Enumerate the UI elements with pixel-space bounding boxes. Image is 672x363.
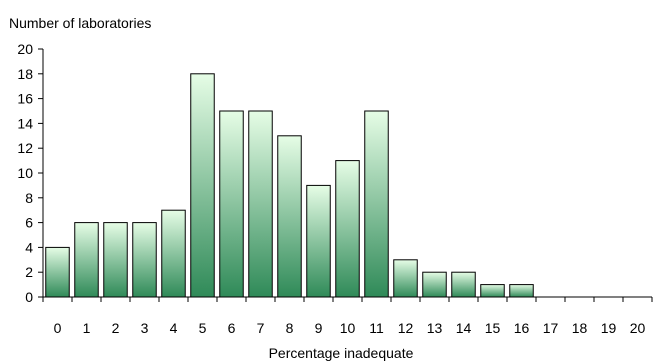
y-tick-label: 8 (25, 190, 33, 206)
x-tick-label: 15 (485, 320, 501, 336)
y-axis-title: Number of laboratories (9, 15, 151, 31)
y-tick-label: 6 (25, 215, 33, 231)
x-tick-label: 14 (456, 320, 472, 336)
x-tick-label: 18 (572, 320, 588, 336)
y-axis: 0 2 4 6 8 10 12 14 16 18 20 (17, 41, 43, 305)
y-tick-label: 14 (17, 115, 33, 131)
y-tick-label: 12 (17, 140, 33, 156)
bar-4 (161, 209, 186, 298)
x-tick-label: 12 (398, 320, 414, 336)
bar-5 (190, 73, 215, 298)
bar-15 (480, 284, 505, 298)
y-tick-label: 4 (25, 239, 33, 255)
x-tick-label: 4 (170, 320, 178, 336)
bar-7 (248, 110, 273, 298)
x-tick-label: 5 (199, 320, 207, 336)
x-tick-label: 20 (630, 320, 646, 336)
bar-11 (364, 110, 389, 298)
bar-16 (509, 284, 534, 298)
bar-13 (422, 271, 447, 298)
bar-14 (451, 271, 476, 298)
bar-10 (335, 160, 360, 298)
x-tick-label: 16 (514, 320, 530, 336)
x-tick-label: 7 (257, 320, 265, 336)
bar-3 (132, 222, 157, 298)
x-tick-label: 17 (543, 320, 559, 336)
x-tick-label: 13 (427, 320, 443, 336)
bar-0 (45, 246, 70, 298)
y-tick-label: 10 (17, 165, 33, 181)
x-tick-label: 19 (601, 320, 617, 336)
x-tick-label: 3 (141, 320, 149, 336)
bar-6 (219, 110, 244, 298)
bar-12 (393, 259, 418, 298)
x-tick-label: 2 (112, 320, 120, 336)
x-axis-title: Percentage inadequate (269, 345, 414, 361)
x-tick-label: 8 (286, 320, 294, 336)
y-tick-label: 2 (25, 264, 33, 280)
x-tick-label: 6 (228, 320, 236, 336)
y-tick-label: 18 (17, 66, 33, 82)
y-tick-label: 20 (17, 41, 33, 57)
x-tick-label: 10 (340, 320, 356, 336)
x-tick-label: 11 (369, 320, 384, 336)
y-tick-label: 0 (25, 289, 33, 305)
x-axis: 0 1 2 3 4 5 6 7 8 9 10 11 12 13 14 15 16 17 18 19 20 (42, 297, 653, 336)
bar-2 (103, 222, 128, 298)
bar-8 (277, 135, 302, 298)
y-tick-label: 16 (17, 91, 33, 107)
x-tick-label: 9 (315, 320, 323, 336)
x-tick-label: 0 (54, 320, 62, 336)
bar-1 (74, 222, 99, 298)
bar-9 (306, 184, 331, 298)
x-tick-label: 1 (83, 320, 91, 336)
bars (45, 73, 534, 298)
